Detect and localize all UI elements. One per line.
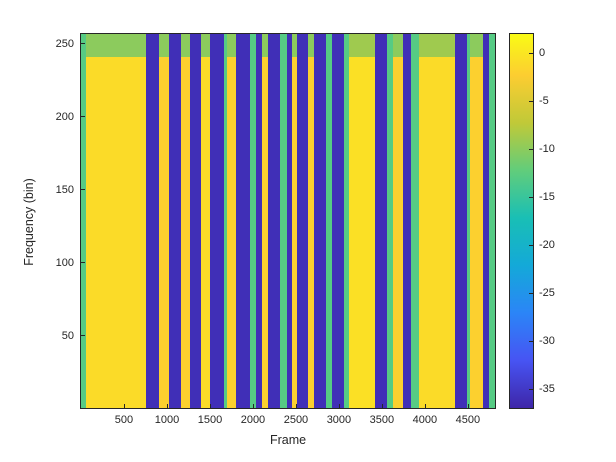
x-tick-mark [338,404,340,408]
colorbar-tick-mark [529,340,533,342]
x-tick-mark [424,404,426,408]
heatmap-column [343,34,350,408]
colorbar-tick-label: -20 [539,238,555,251]
heatmap-column [375,34,388,408]
heatmap-column [268,34,281,408]
x-tick-label: 500 [114,414,134,426]
heatmap-column [455,34,468,408]
colorbar-tick-label: -25 [539,286,555,299]
x-tick-label: 4500 [455,414,481,426]
colorbar-gradient [510,34,533,408]
heatmap-column [261,34,268,408]
heatmap-column [200,34,210,408]
heatmap-column [488,34,495,408]
heatmap-column-top-band [261,34,268,58]
y-tick-label: 100 [55,257,74,270]
colorbar-tick-label: 0 [539,47,546,60]
heatmap-column [325,34,333,408]
y-tick-mark [81,189,85,191]
y-tick-mark [81,262,85,264]
heatmap-column [313,34,326,408]
heatmap-column [158,34,169,408]
y-tick-mark [81,335,85,337]
heatmap-column [467,34,471,408]
heatmap-column [180,34,191,408]
heatmap-column [387,34,393,408]
x-axis-label: Frame [269,433,307,447]
heatmap-column [249,34,256,408]
colorbar-tick-label: -10 [539,143,555,156]
heatmap-column-top-band [418,34,456,58]
heatmap-column [209,34,225,408]
heatmap-column-top-band [349,34,376,58]
colorbar-tick-label: -35 [539,382,555,395]
x-tick-label: 1000 [154,414,180,426]
heatmap-column [224,34,228,408]
heatmap-column [227,34,237,408]
x-tick-mark [381,404,383,408]
x-tick-label: 2000 [240,414,266,426]
x-tick-mark [252,404,254,408]
heatmap-column [280,34,287,408]
colorbar-tick-label: -30 [539,334,555,347]
y-tick-label: 200 [55,111,74,124]
colorbar [509,33,534,409]
colorbar-tick-mark [529,292,533,294]
heatmap-column-top-band [158,34,169,58]
heatmap-column [286,34,293,408]
heatmap-column [403,34,412,408]
heatmap-column-top-band [307,34,314,58]
heatmap-column [392,34,404,408]
heatmap-column-top-band [292,34,297,58]
x-tick-mark [295,404,297,408]
y-axis-label: Frequency (bin) [22,178,36,266]
colorbar-tick-mark [529,197,533,199]
heatmap-column [418,34,456,408]
heatmap-column-top-band [227,34,237,58]
heatmap-column [470,34,483,408]
x-tick-label: 3500 [369,414,395,426]
heatmap-column [482,34,489,408]
x-tick-mark [166,404,168,408]
x-tick-label: 1500 [197,414,223,426]
heatmap-column-top-band [200,34,210,58]
x-tick-label: 4000 [412,414,438,426]
colorbar-tick-mark [529,388,533,390]
x-tick-label: 2500 [283,414,309,426]
heatmap-column [349,34,376,408]
colorbar-tick-mark [529,244,533,246]
heatmap-column [307,34,314,408]
heatmap-column-top-band [180,34,191,58]
y-tick-label: 150 [55,184,74,197]
y-tick-mark [81,43,85,45]
x-tick-label: 3000 [326,414,352,426]
heatmap-column [86,34,147,408]
colorbar-tick-mark [529,101,533,103]
heatmap-column [236,34,250,408]
y-tick-mark [81,116,85,118]
heatmap-column [411,34,419,408]
heatmap-column [296,34,308,408]
heatmap-column [292,34,297,408]
y-tick-label: 50 [61,330,74,343]
colorbar-tick-label: -15 [539,191,555,204]
y-tick-label: 250 [55,38,74,51]
heatmap-column-top-band [392,34,404,58]
x-tick-mark [123,404,125,408]
x-tick-mark [209,404,211,408]
heatmap-column [146,34,159,408]
heatmap-column [332,34,344,408]
colorbar-tick-label: -5 [539,95,549,108]
heatmap-column [81,34,87,408]
x-tick-mark [467,404,469,408]
colorbar-tick-mark [529,149,533,151]
heatmap-column-top-band [470,34,483,58]
heatmap-column [255,34,262,408]
heatmap-plot [80,33,496,409]
heatmap-column-top-band [86,34,147,58]
heatmap-column [190,34,201,408]
heatmap-column [168,34,181,408]
colorbar-tick-mark [529,53,533,55]
